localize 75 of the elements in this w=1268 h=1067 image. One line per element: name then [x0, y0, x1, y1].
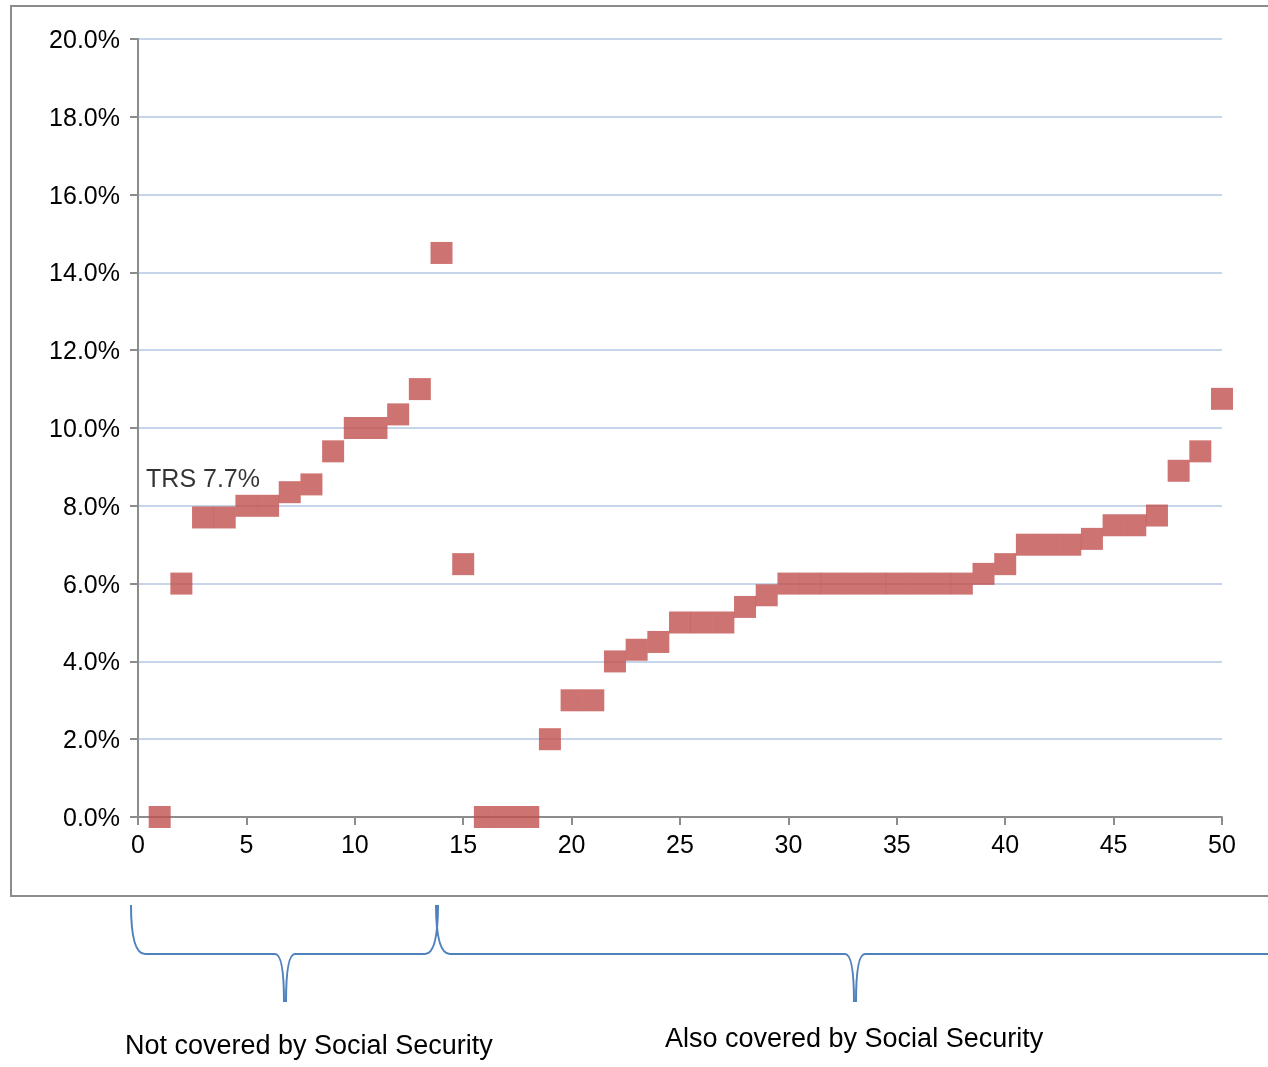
point	[473, 806, 496, 828]
point	[517, 806, 540, 828]
point	[799, 572, 822, 595]
x-tick-label: 40	[991, 829, 1020, 858]
x-tick-label: 45	[1099, 829, 1128, 858]
point	[647, 630, 670, 653]
y-tick-label: 2.0%	[63, 725, 120, 754]
point	[1124, 514, 1147, 537]
point	[387, 403, 410, 426]
y-tick-label: 16.0%	[49, 180, 120, 209]
point	[300, 473, 323, 496]
point	[625, 638, 648, 661]
y-tick-label: 4.0%	[63, 647, 120, 676]
x-tick-label: 15	[449, 829, 478, 858]
x-tick-label: 50	[1208, 829, 1236, 858]
y-tick-label: 12.0%	[49, 336, 120, 365]
point	[430, 241, 453, 264]
point	[1080, 527, 1103, 550]
point	[365, 417, 388, 439]
point	[235, 494, 258, 517]
point	[929, 572, 952, 595]
x-tick-label: 20	[557, 829, 586, 858]
point	[842, 572, 865, 595]
point	[408, 378, 431, 401]
point	[582, 689, 605, 712]
point	[495, 806, 518, 828]
point	[907, 572, 930, 595]
point	[1037, 533, 1060, 556]
point	[950, 572, 973, 595]
point	[972, 562, 995, 585]
point	[1189, 440, 1212, 463]
point	[690, 611, 713, 634]
point	[257, 494, 280, 517]
point	[994, 553, 1017, 576]
y-tick-label: 10.0%	[49, 414, 120, 442]
point	[148, 806, 171, 828]
point	[538, 728, 561, 751]
point	[560, 689, 583, 712]
y-tick-label: 18.0%	[49, 102, 120, 131]
x-tick-label: 30	[774, 829, 803, 858]
x-tick-label: 25	[666, 829, 694, 858]
point	[1167, 459, 1190, 482]
y-tick-label: 14.0%	[49, 258, 120, 287]
point	[755, 584, 778, 607]
x-tick-label: 0	[131, 829, 145, 858]
point	[669, 611, 691, 634]
y-tick-label: 8.0%	[63, 491, 120, 520]
x-tick-label: 10	[340, 829, 369, 858]
point	[712, 611, 735, 634]
point	[734, 595, 757, 618]
point	[452, 553, 475, 576]
point	[170, 572, 193, 595]
x-tick-label: 5	[239, 829, 254, 858]
point	[1211, 387, 1233, 410]
y-tick-label: 6.0%	[63, 569, 120, 598]
point	[820, 572, 843, 595]
point	[278, 481, 301, 504]
point	[777, 572, 800, 595]
point	[885, 572, 908, 595]
point	[1102, 514, 1125, 537]
point	[603, 650, 626, 673]
point	[864, 572, 887, 595]
text: Not covered by Social Security	[125, 1030, 493, 1061]
annotation: TRS 7.7%	[146, 463, 261, 492]
point	[1059, 533, 1082, 556]
text: Also covered by Social Security	[665, 1023, 1044, 1054]
y-tick-label: 20.0%	[49, 25, 120, 53]
point	[1145, 504, 1168, 527]
point	[343, 417, 366, 439]
point	[192, 506, 215, 529]
point	[1015, 533, 1038, 556]
point	[213, 506, 236, 529]
point	[322, 440, 345, 463]
x-tick-label: 35	[882, 829, 911, 858]
y-tick-label: 0.0%	[63, 803, 120, 831]
